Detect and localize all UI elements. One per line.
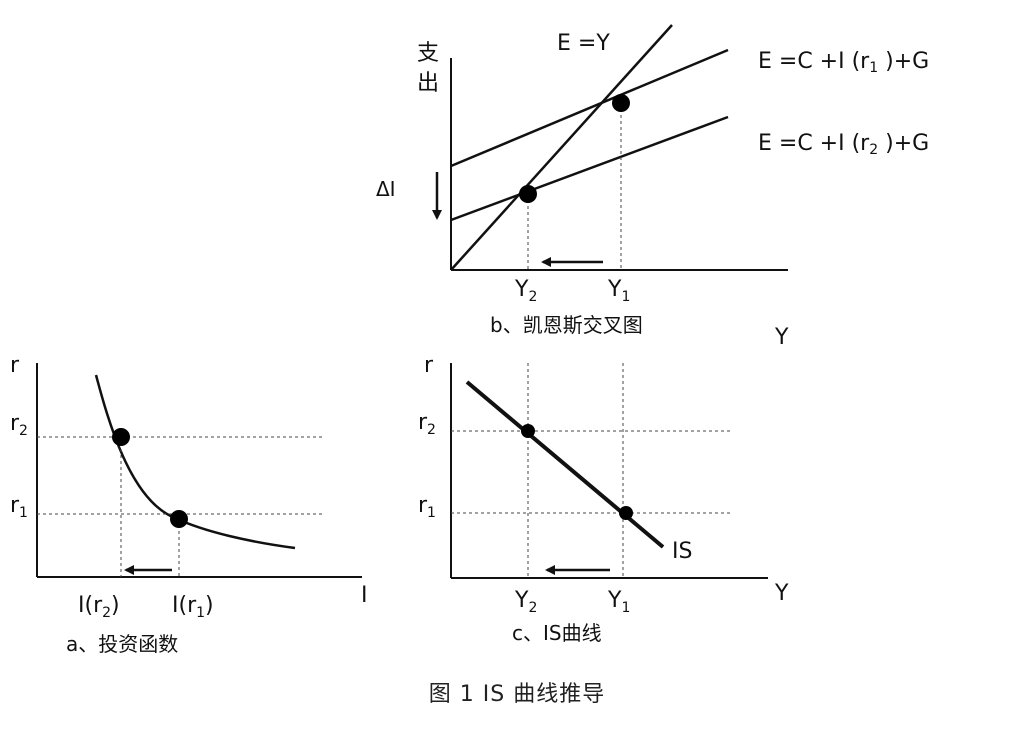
panel-a-tick-ir2: I(r2): [78, 593, 120, 621]
panel-investment-function: r r2 r1 I(r2) I(r1) I a、投资函数: [10, 353, 368, 656]
panel-c-title: c、IS曲线: [512, 621, 602, 645]
investment-curve: [94, 374, 296, 550]
panel-a-title: a、投资函数: [66, 632, 178, 656]
panel-c-tick-y1: Y1: [607, 588, 630, 616]
figure-caption: 图 1 IS 曲线推导: [428, 682, 606, 707]
panel-a-tick-r2: r2: [10, 411, 28, 439]
panel-c-tick-r1: r1: [418, 493, 436, 521]
expenditure-line-r1: [450, 48, 729, 168]
panel-c-tick-y2: Y2: [514, 588, 537, 616]
is-curve-label: IS: [672, 539, 692, 564]
panel-a-y-axis-label: r: [10, 353, 20, 378]
expenditure-line-r2-label: E =C +I (r2 )+G: [758, 131, 929, 158]
panel-b-tick-y2: Y2: [514, 277, 537, 305]
panel-b-title: b、凯恩斯交叉图: [490, 313, 643, 337]
investment-point-r2: [112, 428, 130, 446]
delta-investment-label: ΔI: [376, 177, 396, 201]
equilibrium-point-y2: [519, 185, 537, 203]
investment-point-r1: [170, 510, 188, 528]
identity-line-label: E =Y: [557, 31, 610, 56]
panel-c-y-axis-label: r: [424, 353, 434, 378]
is-point-r2: [521, 424, 535, 438]
expenditure-line-r2: [450, 115, 729, 222]
equilibrium-point-y1: [612, 94, 630, 112]
panel-b-tick-y1: Y1: [607, 277, 630, 305]
panel-keynesian-cross: 支 出 E =Y E =C +I (r1 )+G E =C +I (r2 )+G…: [376, 24, 929, 350]
panel-c-tick-r2: r2: [418, 410, 436, 438]
panel-b-y-axis-label-2: 出: [417, 71, 439, 96]
panel-a-tick-ir1: I(r1): [172, 593, 214, 621]
panel-c-x-axis-label: Y: [774, 581, 789, 606]
identity-line-e-equals-y: [450, 24, 673, 271]
is-point-r1: [619, 506, 633, 520]
panel-b-x-axis-label: Y: [774, 325, 789, 350]
panel-b-y-axis-label-1: 支: [417, 41, 439, 66]
panel-a-tick-r1: r1: [10, 493, 28, 521]
panel-a-x-axis-label: I: [361, 583, 368, 608]
is-curve-line: [465, 380, 665, 549]
expenditure-line-r1-label: E =C +I (r1 )+G: [758, 49, 929, 76]
panel-is-curve: r r2 r1 IS Y2 Y1 Y c、IS曲线: [418, 353, 789, 645]
